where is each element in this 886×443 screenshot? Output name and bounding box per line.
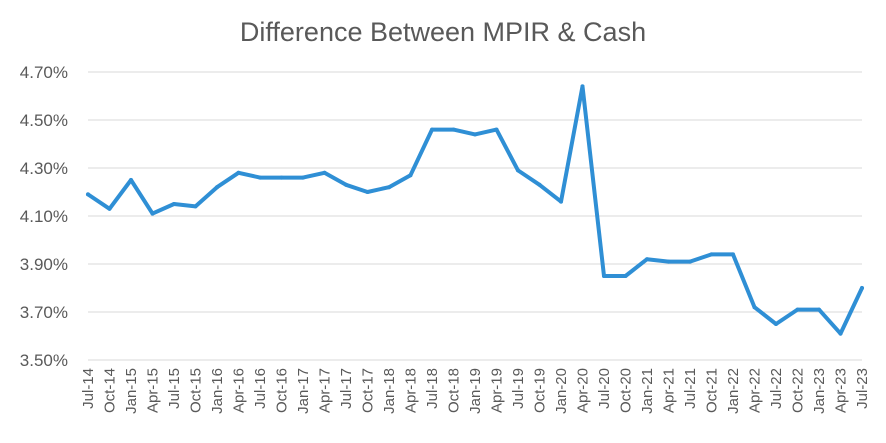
x-tick-label: Jul-19	[510, 368, 527, 409]
x-tick-label: Jul-22	[768, 368, 785, 409]
y-tick-label: 4.70%	[20, 63, 68, 82]
series-line	[86, 84, 864, 336]
x-tick-label: Oct-15	[188, 368, 205, 413]
data-point	[838, 331, 843, 336]
x-tick-label: Apr-22	[747, 368, 764, 413]
x-tick-label: Jan-19	[467, 368, 484, 414]
x-tick-label: Oct-14	[102, 368, 119, 413]
data-point	[430, 127, 434, 132]
y-tick-label: 4.10%	[20, 207, 68, 226]
y-tick-label: 3.50%	[20, 351, 68, 370]
data-point	[795, 307, 800, 312]
data-point	[387, 185, 391, 190]
y-tick-label: 3.70%	[20, 303, 68, 322]
x-tick-label: Oct-20	[618, 368, 635, 413]
y-tick-label: 3.90%	[20, 255, 68, 274]
data-point	[559, 199, 563, 204]
x-tick-label: Jan-21	[639, 368, 656, 414]
x-tick-label: Oct-18	[446, 368, 463, 413]
x-tick-label: Apr-15	[145, 368, 162, 413]
data-point	[150, 211, 155, 216]
data-point	[817, 307, 821, 312]
x-tick-label: Jul-15	[166, 368, 183, 409]
data-point	[365, 190, 370, 194]
x-tick-label: Apr-17	[317, 368, 334, 413]
x-tick-label: Apr-16	[231, 368, 248, 413]
data-point	[322, 170, 327, 175]
x-tick-label: Jul-23	[854, 368, 871, 409]
data-point	[301, 175, 305, 180]
x-tick-label: Jan-18	[381, 368, 398, 414]
x-tick-label: Jan-20	[553, 368, 570, 414]
y-tick-label: 4.50%	[20, 111, 68, 130]
data-point	[215, 185, 219, 190]
y-axis-ticks: 3.50% 3.70% 3.90% 4.10% 4.30% 4.50% 4.70%	[20, 63, 68, 370]
data-point	[688, 259, 692, 264]
x-axis-ticks: Jul-14 Oct-14 Jan-15 Apr-15 Jul-15 Oct-15 Jan-…	[80, 368, 871, 414]
data-point	[344, 182, 348, 187]
x-tick-label: Apr-23	[833, 368, 850, 413]
x-tick-label: Jan-23	[811, 368, 828, 414]
x-tick-label: Apr-21	[661, 368, 678, 413]
data-point	[408, 173, 413, 178]
chart-title: Difference Between MPIR & Cash	[240, 17, 646, 47]
x-tick-label: Oct-22	[790, 368, 807, 413]
x-tick-label: Apr-19	[489, 368, 506, 413]
x-tick-label: Oct-21	[704, 368, 721, 413]
data-point	[258, 175, 262, 180]
data-point	[451, 127, 456, 132]
x-tick-label: Oct-16	[274, 368, 291, 413]
data-point	[537, 182, 542, 187]
data-point	[172, 202, 176, 206]
data-point	[623, 274, 628, 278]
data-point	[279, 175, 284, 180]
x-tick-label: Jul-17	[338, 368, 355, 409]
y-tick-label: 4.30%	[20, 159, 68, 178]
data-point	[494, 127, 499, 132]
data-point	[774, 322, 778, 326]
x-tick-label: Apr-20	[575, 368, 592, 413]
data-point	[645, 257, 649, 262]
gridlines	[88, 71, 862, 361]
data-point	[602, 274, 606, 278]
data-point	[709, 252, 714, 257]
series-layer	[86, 84, 864, 336]
x-tick-label: Jan-15	[123, 368, 140, 414]
data-point	[731, 252, 735, 257]
x-tick-label: Jan-16	[209, 368, 226, 414]
x-tick-label: Jan-17	[295, 368, 312, 414]
data-point	[107, 206, 112, 211]
data-point	[860, 286, 864, 290]
x-tick-label: Jul-14	[80, 368, 97, 409]
data-point	[752, 305, 757, 310]
x-tick-label: Oct-17	[360, 368, 377, 413]
x-tick-label: Apr-18	[403, 368, 420, 413]
data-point	[580, 84, 585, 89]
x-tick-label: Oct-19	[532, 368, 549, 413]
data-point	[473, 132, 477, 137]
data-point	[86, 192, 90, 197]
x-tick-label: Jul-20	[596, 368, 613, 409]
data-point	[666, 259, 671, 264]
data-point	[516, 168, 520, 173]
data-point	[129, 178, 133, 182]
x-tick-label: Jan-22	[725, 368, 742, 414]
x-tick-label: Jul-18	[424, 368, 441, 409]
x-tick-label: Jul-16	[252, 368, 269, 409]
data-point	[193, 204, 198, 209]
x-tick-label: Jul-21	[682, 368, 699, 409]
data-point	[236, 170, 241, 175]
